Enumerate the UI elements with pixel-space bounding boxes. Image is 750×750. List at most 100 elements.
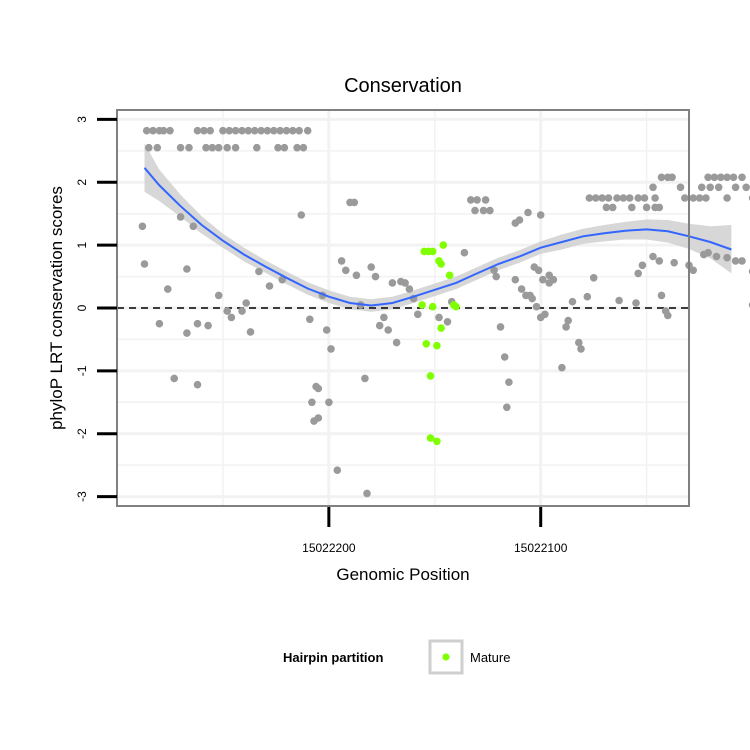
other-point	[604, 194, 613, 202]
other-point	[558, 363, 566, 372]
confidence-band-area	[144, 143, 732, 312]
other-point	[642, 203, 651, 212]
other-point	[176, 143, 185, 152]
y-tick-label: 1	[75, 241, 89, 248]
other-point	[681, 194, 689, 202]
other-point	[638, 261, 647, 270]
other-point	[238, 126, 246, 135]
other-point	[479, 206, 488, 215]
other-point	[193, 319, 202, 328]
other-point	[486, 206, 494, 215]
other-point	[384, 326, 393, 334]
y-tick-label: 3	[75, 116, 89, 123]
other-point	[536, 211, 545, 219]
other-point	[517, 285, 526, 293]
mature-point	[452, 302, 460, 311]
other-point	[149, 126, 157, 135]
other-point	[189, 222, 198, 231]
other-point	[731, 257, 740, 265]
other-point	[401, 279, 409, 287]
other-point	[350, 198, 359, 207]
other-point	[545, 279, 553, 287]
other-point	[295, 126, 304, 135]
mature-point	[437, 324, 445, 332]
other-point	[651, 194, 659, 202]
other-point	[263, 126, 272, 135]
legend: Hairpin partition Mature	[283, 639, 510, 675]
smooth-curve	[143, 167, 732, 307]
other-point	[640, 194, 649, 202]
other-point	[337, 257, 346, 265]
other-point	[265, 282, 274, 290]
other-point	[723, 173, 731, 182]
y-tick-label: -3	[75, 491, 89, 502]
other-point	[473, 196, 481, 204]
other-point	[717, 173, 725, 182]
mature-point	[418, 301, 426, 309]
other-point	[342, 266, 350, 275]
other-point	[223, 307, 231, 315]
other-point	[634, 194, 642, 202]
other-point	[352, 271, 361, 280]
other-points	[138, 126, 750, 498]
y-axis-title: phyloP LRT conservation scores	[47, 186, 66, 430]
other-point	[193, 126, 202, 135]
other-point	[289, 126, 297, 135]
other-point	[250, 126, 259, 135]
other-point	[325, 398, 333, 407]
other-point	[634, 269, 642, 278]
mature-point	[437, 260, 445, 268]
mature-point	[439, 241, 448, 249]
other-point	[657, 173, 666, 182]
other-point	[225, 126, 234, 135]
other-point	[246, 328, 255, 336]
other-point	[435, 313, 443, 322]
mature-point	[422, 340, 431, 348]
other-point	[153, 143, 162, 152]
other-point	[515, 216, 524, 224]
other-point	[183, 265, 191, 273]
other-point	[388, 279, 397, 287]
other-point	[193, 380, 202, 389]
other-point	[159, 126, 168, 135]
other-point	[214, 291, 223, 300]
other-point	[676, 183, 685, 192]
other-point	[628, 203, 636, 212]
other-point	[200, 126, 208, 135]
other-point	[490, 266, 498, 275]
other-point	[202, 143, 210, 152]
other-point	[742, 183, 750, 192]
other-point	[303, 126, 312, 135]
other-point	[138, 222, 147, 231]
other-point	[592, 194, 600, 202]
other-point	[496, 323, 505, 331]
other-point	[670, 258, 678, 267]
other-point	[524, 208, 532, 217]
other-point	[185, 143, 193, 152]
other-point	[140, 260, 149, 268]
y-tick-label: 0	[75, 304, 89, 311]
other-point	[183, 329, 191, 337]
other-point	[583, 292, 592, 301]
other-point	[562, 323, 570, 331]
other-point	[306, 315, 314, 324]
other-point	[375, 321, 384, 330]
smooth-line	[143, 167, 732, 307]
other-point	[363, 489, 371, 498]
other-point	[367, 263, 376, 271]
other-point	[481, 196, 490, 204]
other-point	[729, 173, 738, 182]
other-point	[231, 126, 240, 135]
other-point	[714, 183, 723, 192]
other-point	[278, 275, 287, 284]
other-point	[704, 173, 712, 182]
other-point	[564, 316, 572, 325]
other-point	[500, 353, 509, 361]
other-point	[280, 143, 289, 152]
other-point	[710, 173, 719, 182]
other-point	[155, 319, 164, 328]
other-point	[460, 248, 469, 257]
other-point	[142, 126, 151, 135]
other-point	[361, 374, 369, 383]
other-point	[511, 275, 520, 284]
